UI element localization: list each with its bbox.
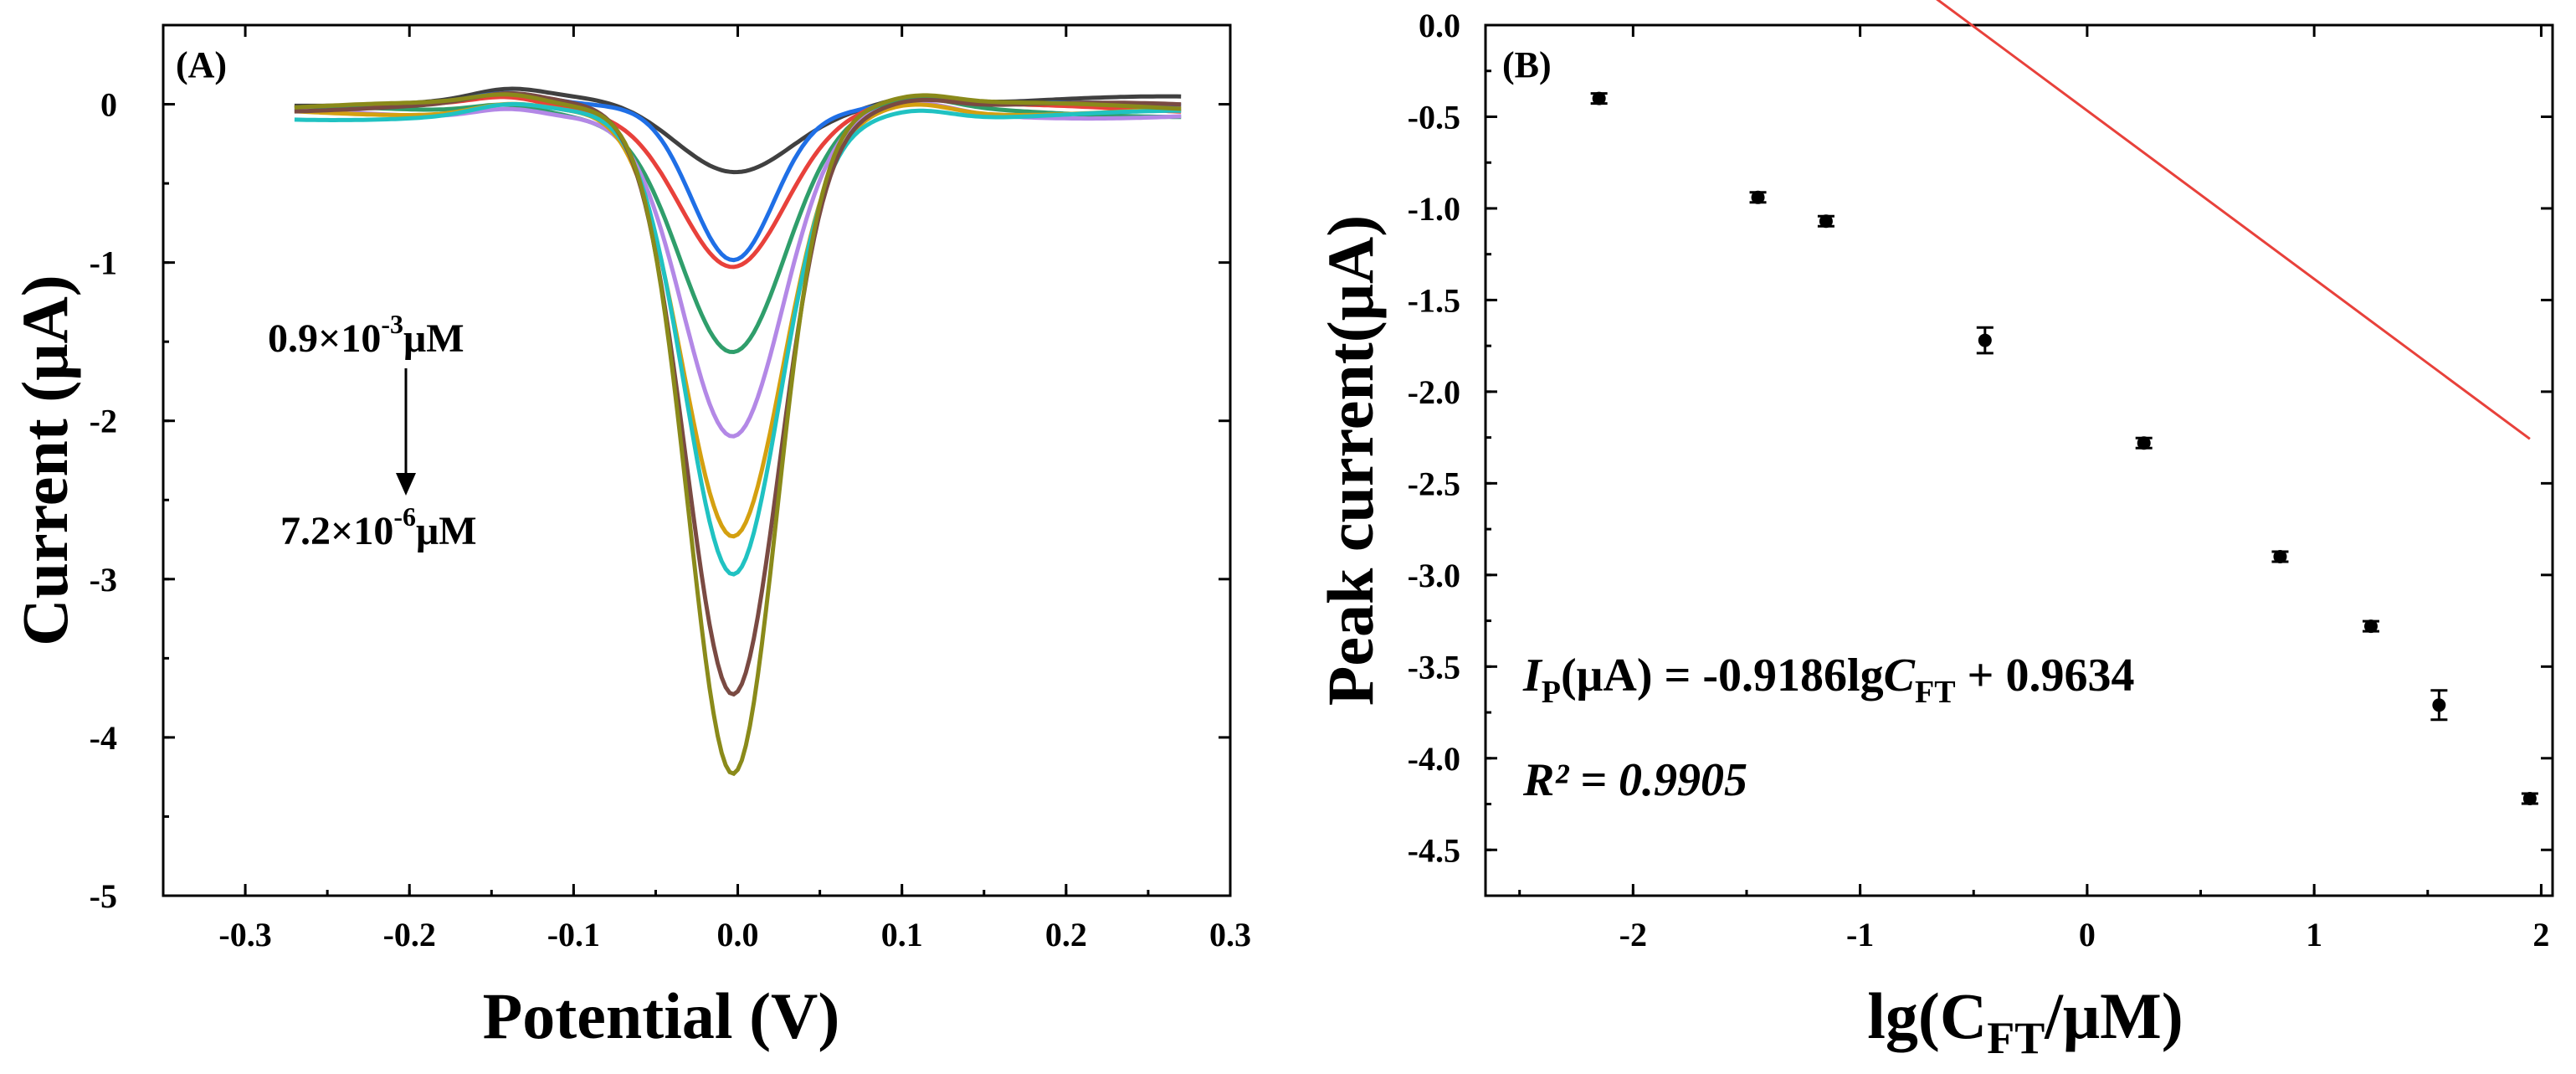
- a-curve-9: [294, 92, 1182, 777]
- panel-b-fit: [1936, 0, 2531, 440]
- a-xtick-label: -0.2: [383, 916, 436, 953]
- a-ytick-label: -2: [90, 403, 117, 440]
- panel-a: -0.3 -0.2 -0.1 0.0 0.1 0.2 0.30-1-2-3-4-5 (A) …: [8, 23, 1251, 1052]
- a-curve-3: [294, 94, 1182, 270]
- b-xtick-label: 0: [2079, 916, 2096, 953]
- a-xtick-label: 0.0: [717, 916, 759, 953]
- b-ytick-label: -2.5: [1408, 465, 1460, 502]
- concentration-annotation: 0.9×10-3μM 7.2×10-6μM: [268, 309, 477, 553]
- panel-b: -2 -1 0 1 2 0.0 -0.5 -1.0 -1.5 -2.0 -2.5 -3.0 -3.5 -4…: [1314, 0, 2554, 1063]
- data-point: [2273, 549, 2287, 563]
- a-ytick-label: -3: [90, 561, 117, 599]
- panel-a-ticks: -0.3 -0.2 -0.1 0.0 0.1 0.2 0.3 0 -1 -2 -3 -4 -5: [90, 23, 1251, 953]
- panel-a-ylabel: Current (μA): [8, 275, 81, 646]
- a-xtick-label: -0.3: [218, 916, 271, 953]
- b-ytick-label: -3.5: [1408, 648, 1460, 686]
- b-ytick-label: -3.0: [1408, 557, 1460, 594]
- fit-line: [1936, 0, 2531, 440]
- data-point: [2432, 698, 2446, 712]
- annotation-arrow-head: [396, 473, 416, 496]
- data-point: [1751, 190, 1765, 204]
- b-xtick-label: -2: [1619, 916, 1647, 953]
- data-point: [2137, 436, 2151, 450]
- panel-a-frame: [162, 23, 1232, 897]
- b-ytick-label: -4.0: [1408, 740, 1460, 778]
- panel-b-ylabel: Peak current(μA): [1314, 215, 1387, 706]
- b-ytick-label: -1.0: [1408, 190, 1460, 228]
- a-ytick-label: -4: [90, 719, 117, 757]
- a-ytick-label: 0: [100, 86, 117, 124]
- panel-b-tag: (B): [1502, 44, 1552, 85]
- a-xtick-label: 0.1: [881, 916, 923, 953]
- a-xtick-label: 0.3: [1209, 916, 1251, 953]
- a-curve-7: [294, 101, 1182, 577]
- panel-a-curves: [294, 86, 1182, 777]
- a-xtick-label: 0.2: [1045, 916, 1087, 953]
- a-curve-5: [294, 100, 1182, 439]
- panel-a-tag: (A): [176, 44, 227, 85]
- data-point: [1978, 333, 1992, 347]
- panel-b-frame: [1484, 23, 2554, 897]
- panel-b-ticks: -2 -1 0 1 2 0.0 -0.5 -1.0 -1.5 -2.0 -2.5 -3.0 -3.5 -4…: [1408, 7, 2553, 953]
- b-ytick-label: -4.5: [1408, 831, 1460, 869]
- panel-a-xlabel: Potential (V): [483, 979, 840, 1052]
- a-curve-4: [294, 96, 1182, 355]
- r-squared: R² = 0.9905: [1522, 754, 1747, 806]
- a-curve-8: [294, 91, 1182, 697]
- panel-b-xlabel: lg(CFT/μM): [1867, 979, 2183, 1063]
- b-xtick-label: -1: [1846, 916, 1874, 953]
- b-ytick-label: 0.0: [1419, 7, 1460, 44]
- data-point: [2363, 619, 2378, 634]
- b-xtick-label: 2: [2532, 916, 2549, 953]
- a-ytick-label: -1: [90, 244, 117, 282]
- b-ytick-label: -0.5: [1408, 98, 1460, 136]
- data-point: [2522, 791, 2537, 805]
- annotation-start: 0.9×10-3μM: [268, 309, 464, 361]
- b-ytick-label: -2.0: [1408, 373, 1460, 411]
- a-xtick-label: -0.1: [547, 916, 600, 953]
- fit-equation: IP(μA) = -0.9186lgCFT + 0.9634: [1522, 650, 2134, 710]
- data-point: [1592, 91, 1606, 105]
- b-xtick-label: 1: [2306, 916, 2322, 953]
- panel-b-points: [1590, 91, 2538, 805]
- data-point: [1819, 214, 1833, 229]
- annotation-end: 7.2×10-6μM: [280, 501, 477, 553]
- b-ytick-label: -1.5: [1408, 281, 1460, 319]
- a-ytick-label: -5: [90, 877, 117, 915]
